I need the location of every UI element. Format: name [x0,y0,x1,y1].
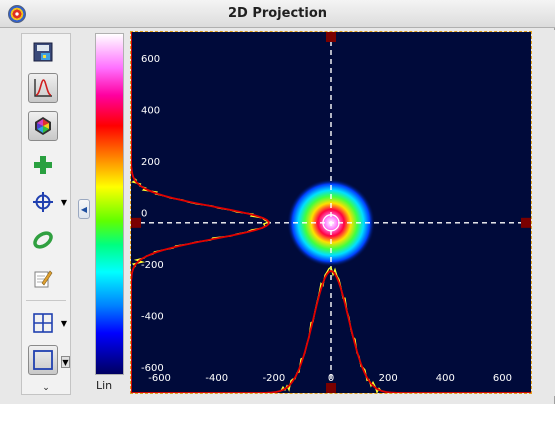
colorbar-scale-label: Lin [96,379,113,392]
x-tick-label: 200 [379,373,398,384]
x-tick-label: -400 [205,373,228,384]
chevron-left-icon: ◀ [80,204,88,214]
crosshair-handle-0 [326,32,336,42]
rectangle-button[interactable] [28,345,58,375]
projection-plot[interactable]: -600 -400 -200 0 200 400 600 600 400 200 0 -200 -400… [130,31,532,394]
x-tick-label: -600 [148,373,171,384]
y-tick-label: -600 [141,363,164,374]
collapse-panel-button[interactable]: ◀ [78,199,90,219]
plus-icon [34,156,52,174]
y-tick-label: -400 [141,312,164,323]
vertical-profile-fit [131,32,270,392]
y-tick-label: 200 [141,157,160,168]
crosshair-button[interactable] [28,187,58,217]
ellipse-icon [33,231,53,249]
horizontal-profile-fit [131,270,531,393]
edit-icon [34,270,53,288]
grid-icon [33,313,53,333]
save-image-icon [33,42,53,62]
window-title: 2D Projection [227,6,328,21]
save-image-button[interactable] [28,37,58,67]
profile-button[interactable] [28,73,58,103]
x-tick-label: 400 [436,373,455,384]
add-button[interactable] [28,150,58,180]
color-palette-icon [35,117,51,135]
profile-curve-icon [34,79,52,97]
colormap-button[interactable] [28,111,58,141]
rectangle-dropdown-icon[interactable]: ▼ [61,356,70,368]
plot-canvas[interactable]: -600 -400 -200 0 200 400 600 600 400 200 0 -200 -400… [131,32,531,393]
crosshair-handle-3 [521,217,531,228]
rectangle-icon [33,350,53,370]
y-tick-label: 0 [141,209,147,220]
crosshair-center [322,214,340,232]
toolbar-more-icon[interactable]: ⌄ [42,383,50,393]
y-tick-label: 600 [141,54,160,65]
x-tick-label: -200 [263,373,286,384]
vertical-toolbar: ▼ ▼ [21,33,71,395]
edit-button[interactable] [28,263,58,293]
projection-window: 2D Projection [0,0,555,404]
y-tick-label: -200 [141,260,164,271]
x-tick-label: 600 [493,373,512,384]
ellipse-button[interactable] [28,225,58,255]
toolbar-separator [26,300,66,301]
horizontal-profile-raw [131,266,531,393]
grid-dropdown-icon[interactable]: ▼ [60,318,68,328]
y-tick-label: 400 [141,105,160,116]
crosshair-handle-2 [131,217,141,228]
crosshair-dropdown-icon[interactable]: ▼ [60,197,68,207]
right-panel-edge [532,30,555,396]
crosshair-handle-1 [326,383,336,393]
crosshair-icon [33,192,53,212]
title-bar: 2D Projection [0,0,555,28]
app-logo-icon[interactable] [8,5,26,23]
colorbar [95,33,124,375]
x-tick-label: 0 [328,373,334,384]
grid-button[interactable] [28,308,58,338]
